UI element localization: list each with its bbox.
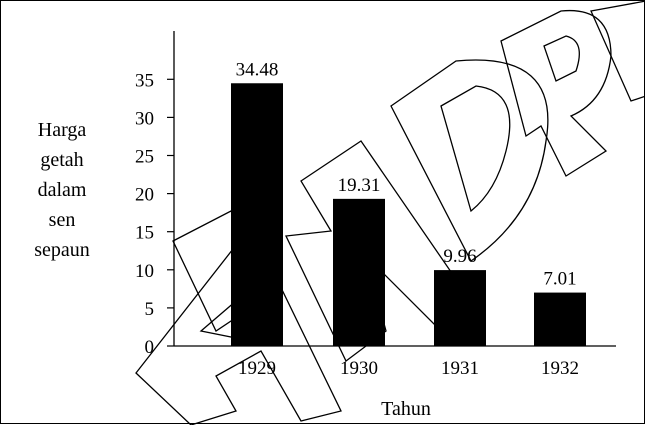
bars-layer	[231, 83, 586, 347]
y-tick-label-35: 35	[135, 70, 154, 91]
x-tick-label-1932: 1932	[541, 358, 579, 379]
x-axis-label: Tahun	[381, 398, 431, 420]
x-ticks-layer: 1929 1930 1931 1932	[238, 358, 579, 379]
data-label-1930: 19.31	[338, 175, 381, 196]
data-label-1932: 7.01	[543, 269, 576, 290]
y-tick-label-30: 30	[135, 108, 154, 129]
data-label-1929: 34.48	[236, 59, 279, 80]
y-tick-label-0: 0	[145, 337, 155, 358]
y-axis-label-line: getah	[40, 149, 83, 171]
bar-1932	[534, 292, 586, 346]
x-tick-label-1930: 1930	[340, 358, 378, 379]
axes-layer	[173, 31, 616, 347]
y-tick-label-15: 15	[135, 223, 154, 244]
y-axis-label-line: sepaun	[34, 239, 90, 261]
y-axis-label-line: Harga	[38, 119, 87, 141]
bar-1931	[434, 270, 486, 346]
watermark-andri	[135, 1, 645, 425]
y-tick-label-20: 20	[135, 185, 154, 206]
y-tick-label-10: 10	[135, 261, 154, 282]
y-axis-label: Harga getah dalam sen sepaun	[34, 119, 90, 261]
y-axis-label-line: sen	[49, 209, 76, 231]
bar-1930	[333, 198, 385, 346]
y-tick-label-5: 5	[145, 299, 155, 320]
x-tick-label-1929: 1929	[238, 358, 276, 379]
data-label-1931: 9.96	[443, 246, 476, 267]
y-ticks-layer: 0 5 10 15 20 25 30 35	[135, 70, 174, 358]
y-axis-label-line: dalam	[38, 179, 87, 201]
bar-1929	[231, 83, 283, 347]
data-labels-layer: 34.48 19.31 9.96 7.01	[236, 59, 577, 289]
y-tick-label-25: 25	[135, 147, 154, 168]
x-tick-label-1931: 1931	[441, 358, 479, 379]
